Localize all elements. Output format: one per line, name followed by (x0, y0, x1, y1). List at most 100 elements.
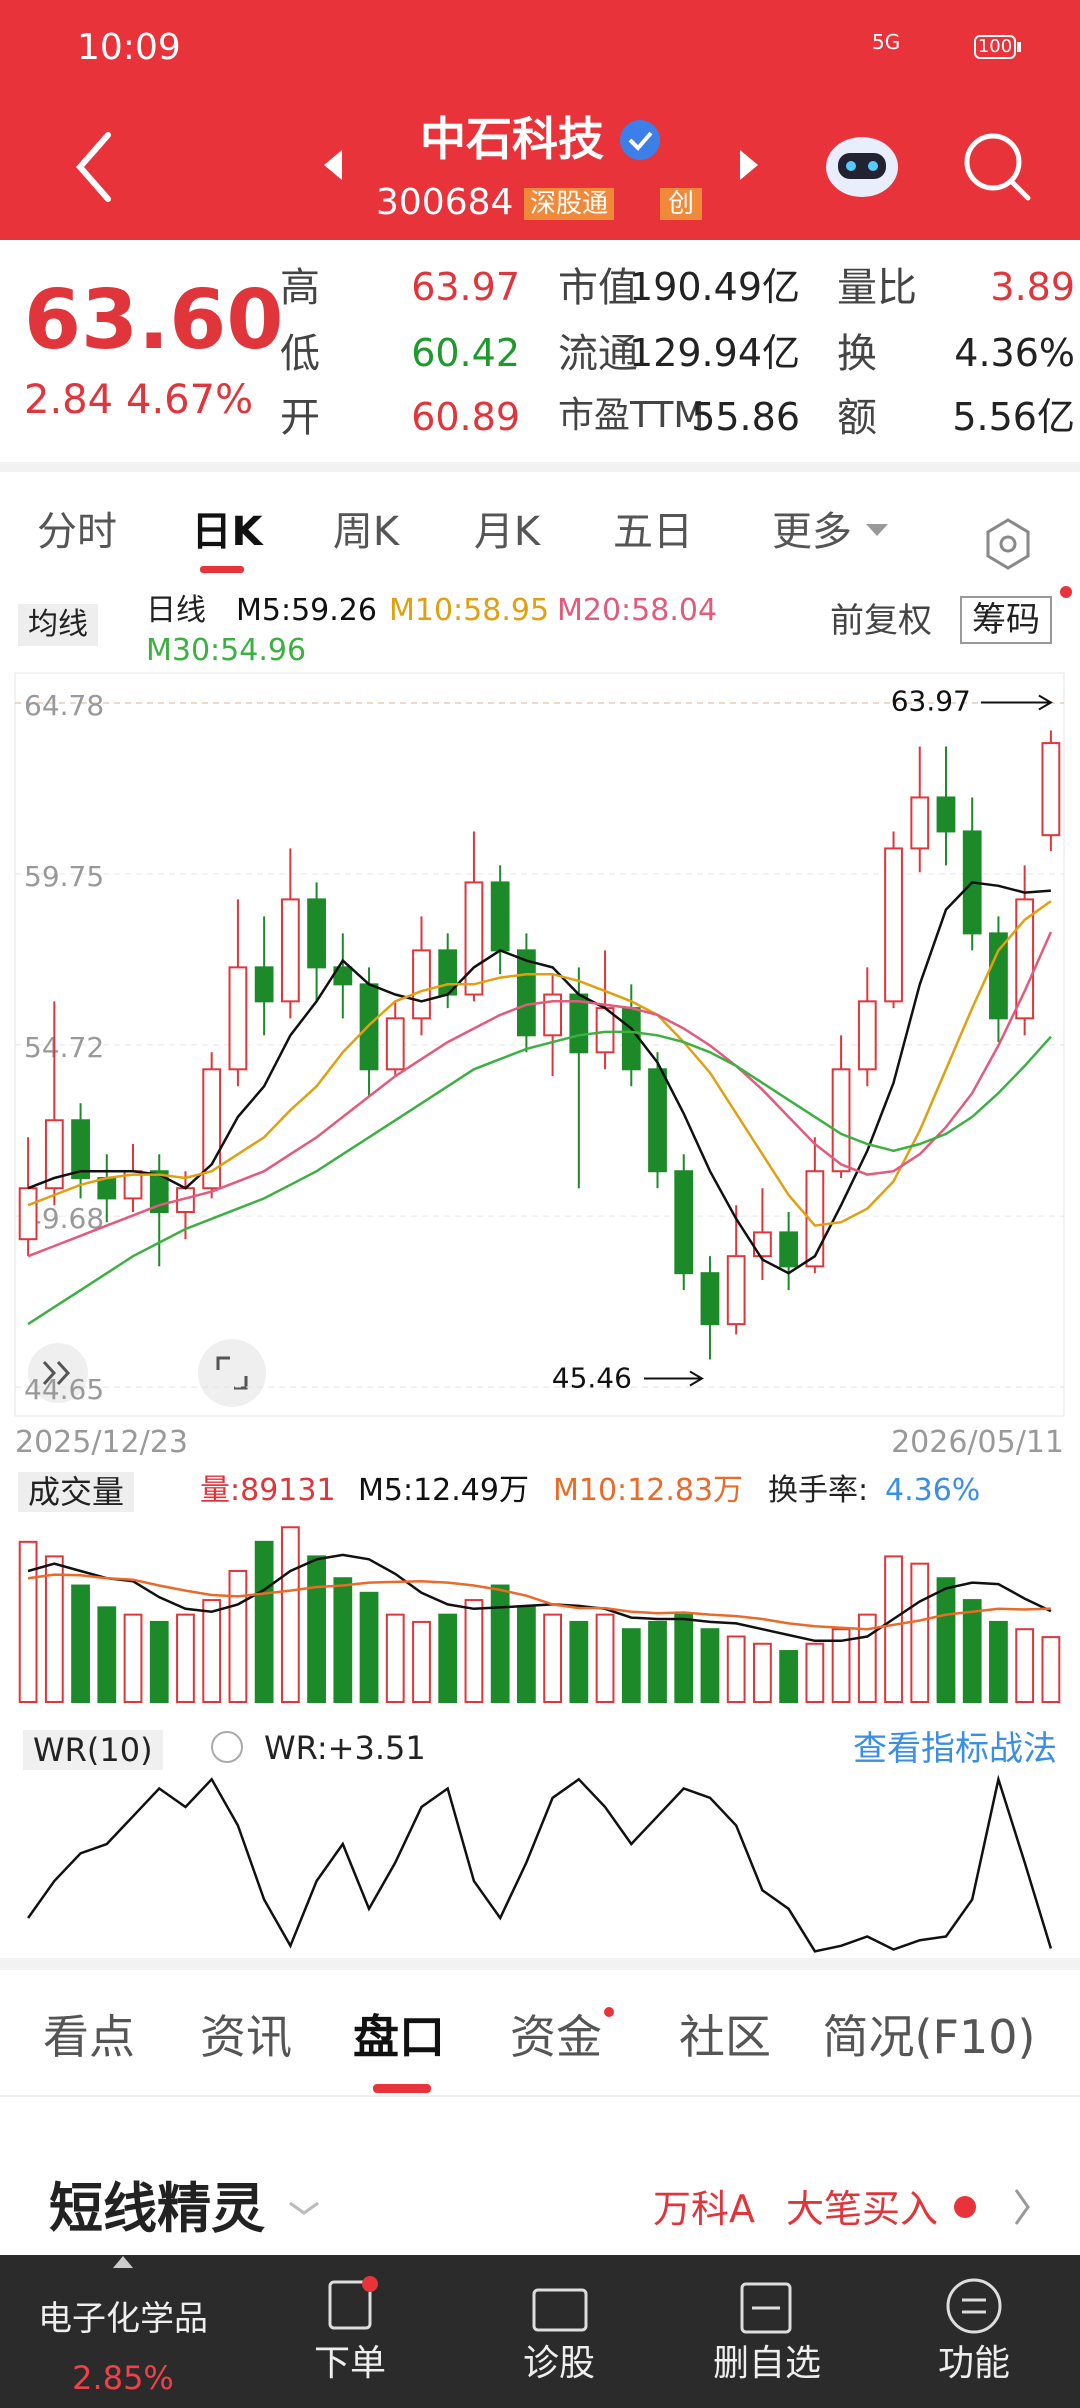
price-change-pct: 4.67% (126, 377, 254, 423)
content-tab[interactable]: 盘口 (353, 2010, 445, 2064)
volume-bar (333, 1577, 353, 1703)
volume-bar (18, 1540, 38, 1703)
volume-bar (910, 1562, 930, 1704)
volume-bar (700, 1628, 720, 1703)
content-tab[interactable]: 社区 (679, 2010, 771, 2064)
candle-body (543, 993, 563, 1037)
stat-label: 低 (280, 331, 320, 377)
period-tab[interactable]: 月K (473, 509, 541, 555)
volume-bar (648, 1620, 667, 1704)
candle-body (805, 1170, 825, 1268)
volume-bar (543, 1613, 563, 1704)
content-tab[interactable]: 资讯 (200, 2010, 292, 2064)
chips-button[interactable]: 筹码 (960, 596, 1052, 644)
volume-bar (412, 1620, 431, 1704)
volume-bar (805, 1642, 825, 1704)
divider (0, 1958, 1080, 1970)
candle-body (621, 1007, 641, 1071)
volume-bar (490, 1584, 510, 1704)
stat-label: 换 (837, 331, 877, 377)
nav-item[interactable]: 下单 (313, 2343, 387, 2384)
expand-caret[interactable] (113, 2256, 133, 2268)
volume-bar (674, 1613, 694, 1704)
candle-body (280, 898, 300, 1003)
period-tab[interactable]: 更多 (772, 509, 852, 555)
stock-tag: 创 (660, 188, 703, 220)
adjust-button[interactable]: 前复权 (830, 601, 932, 641)
candle-body (254, 966, 274, 1003)
candle-body (307, 898, 326, 969)
nav-item[interactable]: 诊股 (522, 2343, 596, 2384)
stat-label: 高 (280, 265, 320, 311)
candle-body (385, 1017, 405, 1071)
wr-label: WR:+3.51 (264, 1729, 426, 1767)
content-tab[interactable]: 资金 (510, 2010, 602, 2064)
next-stock[interactable] (740, 150, 758, 180)
nav-item[interactable]: 删自选 (712, 2343, 822, 2384)
nav-item[interactable]: 功能 (937, 2343, 1011, 2384)
volume-bar (44, 1555, 64, 1704)
period-tab[interactable]: 日K (191, 509, 263, 555)
ma-button[interactable]: 均线 (18, 604, 98, 646)
settings-button[interactable] (986, 518, 1030, 570)
ma-label: M30:54.96 (146, 633, 307, 668)
stat-value: 60.42 (411, 331, 520, 375)
ma-label: M20:58.04 (557, 593, 718, 628)
prev-stock[interactable] (324, 150, 342, 180)
sprite-stock[interactable]: 万科A (653, 2187, 755, 2231)
stat-label: 量比 (837, 265, 917, 311)
wr-button[interactable]: WR(10) (23, 1730, 163, 1770)
period-tab[interactable]: 分时 (37, 509, 117, 555)
period-tab[interactable]: 五日 (613, 509, 693, 555)
search-button[interactable] (964, 133, 1022, 191)
status-time: 10:09 (77, 27, 181, 68)
candle-body (674, 1170, 694, 1275)
verified-check (628, 131, 653, 151)
volume-bar (1015, 1628, 1035, 1703)
ma-line (27, 881, 1051, 1275)
y-tick-label: 54.72 (24, 1031, 104, 1064)
more-arrow[interactable] (1014, 2189, 1030, 2225)
ma-line (27, 931, 1053, 1258)
assistant-icon[interactable] (826, 137, 898, 197)
candle-body (149, 1170, 169, 1214)
volume-bar (176, 1613, 195, 1704)
volume-ma-line (27, 1573, 1051, 1631)
stock-tag: 深股通 (524, 188, 615, 220)
nav-sector[interactable]: 电子化学品 (38, 2299, 208, 2339)
turnover-label: 换手率: (768, 1473, 869, 1508)
header-icons (76, 132, 1031, 202)
candle-body (228, 966, 248, 1071)
fullscreen-button[interactable] (198, 1339, 266, 1407)
price: 63.60 (24, 273, 284, 368)
notice-dot (604, 2007, 614, 2017)
nav-sector-change: 2.85% (72, 2359, 174, 2397)
status-network: 5G (872, 30, 901, 54)
divider (0, 2095, 1080, 2097)
event-dot (954, 2196, 976, 2218)
candle-body (18, 1187, 38, 1241)
expand-button[interactable] (28, 1343, 88, 1403)
divider (0, 462, 1080, 472)
candle-body (884, 847, 903, 1003)
candle-body (516, 949, 536, 1037)
wr-line (27, 1774, 1053, 1953)
period-tab[interactable]: 周K (332, 509, 400, 555)
stat-label: 市盈TTM (558, 395, 705, 436)
wr-link[interactable]: 查看指标战法 (853, 1729, 1057, 1769)
y-tick-label: 59.75 (24, 860, 104, 893)
volume-ma-label: M10:12.83万 (553, 1473, 744, 1508)
volume-bar (595, 1613, 615, 1704)
volume-amount: 量:89131 (200, 1473, 336, 1508)
volume-button[interactable]: 成交量 (18, 1472, 135, 1512)
content-tab[interactable]: 简况(F10) (822, 2010, 1036, 2064)
ma-line (27, 900, 1052, 1227)
back-button[interactable] (76, 132, 111, 202)
content-tab[interactable]: 看点 (43, 2010, 135, 2064)
volume-bar (621, 1628, 641, 1703)
dropdown[interactable] (289, 2201, 319, 2215)
sprite-title: 短线精灵 (49, 2177, 265, 2240)
candle-body (857, 1000, 877, 1071)
help-button[interactable] (211, 1731, 243, 1763)
